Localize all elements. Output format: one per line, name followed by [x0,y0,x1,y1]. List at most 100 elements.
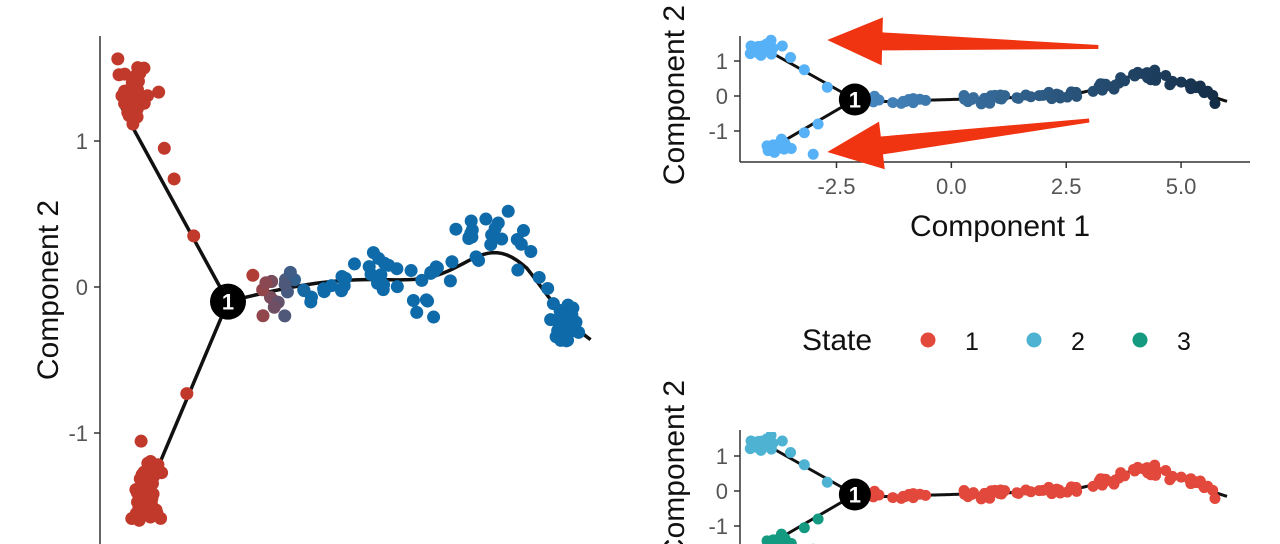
left-data-point [267,300,281,314]
left-data-point [278,277,292,291]
legend-swatch-state-1 [920,332,936,348]
left-data-point [152,85,166,99]
tr-data-point [785,52,797,63]
br-data-point [776,435,788,447]
tr-data-point [807,148,819,160]
tr-data-point [1185,83,1197,95]
left-panel: 1 0 -1 Component 2 1 [32,36,592,544]
left-data-point [134,434,148,448]
tr-data-point [1150,74,1162,86]
left-y-tick-label: 1 [76,129,88,154]
left-data-point [449,222,463,236]
left-branch-node: 1 [210,283,246,320]
left-data-point [484,238,498,252]
left-data-point [404,264,418,278]
left-data-point [495,232,509,246]
left-y-tick-label: -1 [68,421,88,446]
left-data-point [151,458,165,472]
tr-data-point [1033,90,1045,102]
br-data-point [984,492,996,504]
left-data-point [561,298,575,312]
br-data-point [1209,492,1221,504]
left-top-branch-line [118,103,230,303]
br-data-point [1071,485,1083,497]
tr-data-point [724,37,735,48]
br-data-point [1093,475,1105,487]
br-data-point [1033,485,1045,497]
br-data-point [798,522,810,534]
left-data-point [464,214,478,228]
red-arrow-1 [827,17,1099,66]
tr-data-point [1046,93,1058,105]
left-data-point [337,279,351,293]
left-data-point [469,250,483,264]
tr-x-axis-label: Component 1 [910,210,1090,243]
tr-branch-node: 1 [838,83,871,116]
br-data-point [744,443,756,455]
tr-branch-node-label: 1 [849,88,861,113]
left-data-point [406,293,420,307]
left-data-point [410,305,424,319]
br-y-ticks: 1 0 -1 [708,444,740,539]
top-right-panel: 1 0 -1 -2.5 0.0 2.5 5.0 Component 2 Component… [658,5,1250,243]
tr-data-point [1071,90,1083,102]
tr-y-tick-label: 1 [716,49,728,74]
left-data-point [511,263,525,277]
br-data-point [887,492,899,504]
br-data-point [1194,475,1206,487]
tr-data-point [753,40,765,52]
left-branch-node-label: 1 [222,290,234,315]
left-data-point [154,511,168,525]
tr-data-point [1175,76,1187,88]
tr-branch-node-circle [838,83,871,116]
left-data-point [485,228,499,242]
br-data-point [958,488,970,500]
tr-data-point [1209,97,1221,109]
left-data-point [180,387,194,401]
br-y-axis-label: Component 2 [658,380,691,544]
left-data-point [524,244,538,258]
left-data-point [167,172,181,186]
tr-data-point [798,127,810,139]
left-data-point [347,257,361,271]
tr-data-point [899,95,911,107]
tr-data-point [1194,80,1206,92]
br-data-point [765,432,777,441]
br-data-point [753,435,765,447]
left-data-point [546,297,560,311]
left-data-point [145,492,159,506]
left-y-axis-label: Component 2 [32,200,65,380]
tr-data-point [1115,72,1127,84]
left-data-point [371,276,385,290]
left-data-point [366,246,380,260]
br-data-point [779,532,791,544]
tr-data-point [798,64,810,76]
br-data-point [1141,462,1153,474]
left-data-point [427,310,441,324]
left-data-point [445,255,459,269]
left-data-point [559,334,573,348]
left-data-point [462,232,476,246]
legend-label-state-3: 3 [1177,328,1191,356]
left-data-point [187,229,201,243]
tr-y-ticks: 1 0 -1 [708,49,740,144]
br-branch-node-circle [838,478,871,511]
tr-data-point [887,97,899,109]
left-data-point [111,52,125,66]
tr-x-tick-label: 5.0 [1166,174,1197,199]
br-data-point [798,459,810,471]
br-data-point [761,535,773,544]
tr-data-point [1093,80,1105,92]
left-data-point [479,212,493,226]
br-data-point [1046,488,1058,500]
tr-data-point [776,40,788,52]
left-y-tick-label: 0 [76,275,88,300]
legend-swatch-state-2 [1026,332,1042,348]
tr-y-tick-label: 0 [716,84,728,109]
left-data-point [317,282,331,296]
tr-arrows [827,17,1099,170]
left-data-point [131,74,145,88]
br-data-point [1160,465,1172,477]
left-points [111,52,586,527]
